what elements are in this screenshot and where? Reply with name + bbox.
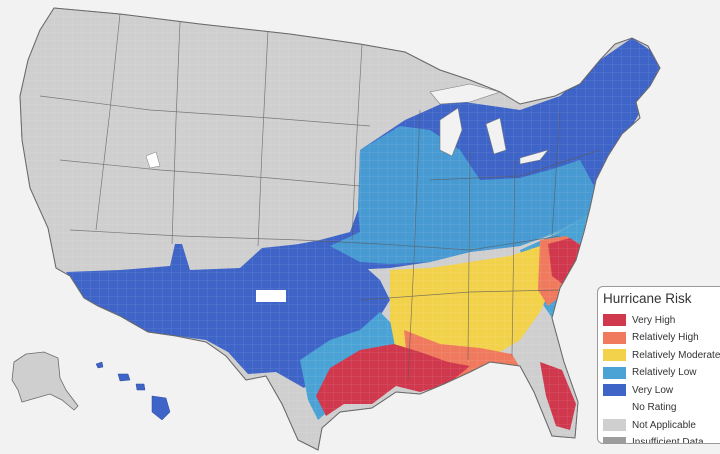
map-legend: Hurricane Risk Very High Relatively High R… [597, 286, 720, 444]
legend-label-relatively-high: Relatively High [632, 332, 699, 343]
legend-swatch-not-applicable [603, 419, 626, 431]
lake-superior [429, 83, 502, 105]
legend-label-insufficient-data: Insufficient Data [632, 437, 704, 444]
legend-label-very-high: Very High [632, 314, 676, 326]
legend-swatch-relatively-moderate [603, 349, 626, 361]
lake-huron [485, 117, 507, 155]
legend-label-relatively-moderate: Relatively Moderate [632, 349, 720, 361]
legend-item-not-applicable[interactable]: Not Applicable [603, 417, 720, 433]
legend-swatch-relatively-high [603, 331, 626, 344]
legend-swatch-no-rating [603, 401, 626, 414]
legend-swatch-very-low [603, 384, 626, 396]
legend-item-relatively-low[interactable]: Relatively Low [603, 365, 720, 381]
legend-item-relatively-moderate[interactable]: Relatively Moderate [603, 347, 720, 363]
legend-label-relatively-low: Relatively Low [632, 367, 697, 378]
legend-item-very-high[interactable]: Very High [603, 312, 720, 328]
state-boundaries [39, 13, 601, 381]
alaska [11, 351, 79, 411]
legend-item-no-rating[interactable]: No Rating [603, 400, 720, 416]
great-salt-lake [145, 151, 161, 169]
legend-swatch-insufficient-data [603, 436, 626, 443]
legend-item-relatively-high[interactable]: Relatively High [603, 330, 720, 346]
hawaii [95, 361, 171, 421]
legend-swatch-very-high [603, 314, 626, 326]
legend-item-very-low[interactable]: Very Low [603, 382, 720, 398]
legend-label-no-rating: No Rating [632, 402, 677, 413]
legend-title: Hurricane Risk [603, 291, 692, 306]
lake-erie [519, 149, 549, 165]
legend-item-insufficient-data[interactable]: Insufficient Data [603, 435, 720, 444]
lake-michigan [439, 107, 463, 157]
legend-label-very-low: Very Low [632, 384, 674, 396]
legend-swatch-relatively-low [603, 366, 626, 379]
legend-label-not-applicable: Not Applicable [632, 419, 696, 431]
